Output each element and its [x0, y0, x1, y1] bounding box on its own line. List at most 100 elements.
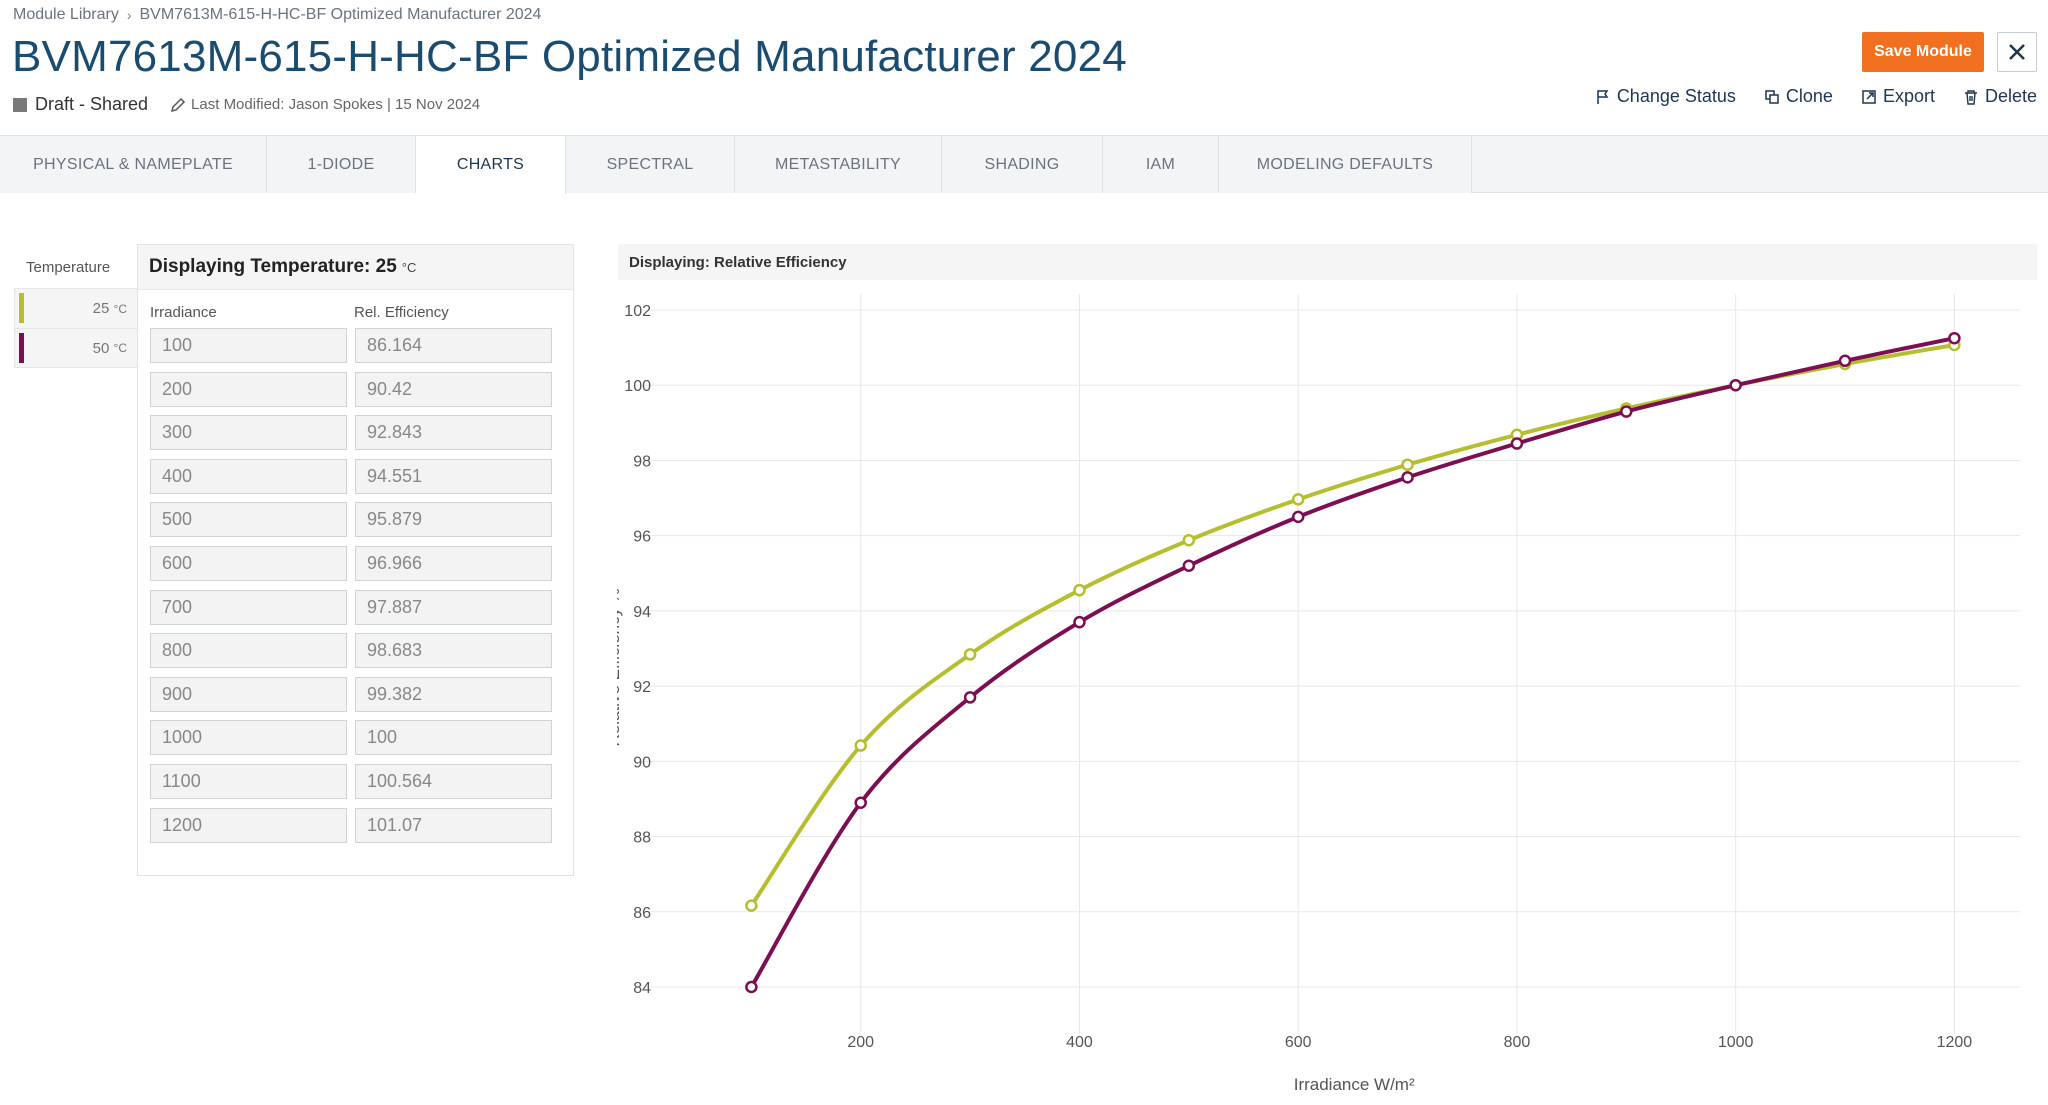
data-point	[745, 980, 758, 994]
tab-shading[interactable]: SHADING	[942, 136, 1103, 193]
y-tick-label: 84	[633, 980, 651, 997]
table-row: 600 96.966	[150, 545, 573, 581]
x-tick-label: 800	[1504, 1034, 1531, 1051]
data-point	[1401, 471, 1414, 484]
irradiance-cell[interactable]: 200	[150, 371, 347, 407]
data-point	[1073, 583, 1086, 597]
data-point	[1729, 378, 1742, 392]
data-point	[745, 899, 758, 912]
status-square-icon	[13, 97, 27, 112]
table-row: 900 99.382	[150, 676, 573, 712]
data-point	[963, 648, 977, 661]
data-point	[1073, 615, 1086, 629]
irradiance-cell[interactable]: 300	[150, 415, 347, 451]
clone-label: Clone	[1785, 86, 1833, 106]
chart-panel: 200 400 600 800 1000 1200 84 86 88 90 92 94 96 98 100 1…	[617, 244, 2037, 1104]
tab-physical-nameplate[interactable]: PHYSICAL & NAMEPLATE	[0, 136, 267, 193]
data-point	[1510, 437, 1524, 450]
irradiance-cell[interactable]: 100	[150, 328, 347, 363]
change-status-label: Change Status	[1616, 86, 1736, 106]
y-tick-label: 92	[633, 679, 651, 696]
series-swatch	[19, 293, 24, 323]
table-row: 1200 101.07	[150, 807, 573, 843]
data-point	[854, 739, 867, 752]
export-button[interactable]: Export	[1861, 86, 1935, 107]
temperature-unit: °C	[113, 301, 127, 316]
efficiency-cell[interactable]: 90.42	[355, 371, 552, 407]
efficiency-cell[interactable]: 86.164	[355, 328, 552, 363]
table-row: 300 92.843	[150, 415, 573, 451]
table-row: 800 98.683	[150, 633, 573, 669]
table-row: 400 94.551	[150, 458, 573, 494]
column-headers: Irradiance Rel. Efficiency	[138, 304, 573, 321]
series-line-1	[749, 336, 1955, 989]
temperature-list: Temperature 25 °C 50 °C	[14, 246, 138, 368]
efficiency-cell[interactable]: 101.07	[355, 807, 552, 843]
export-label: Export	[1882, 86, 1935, 106]
status-badge[interactable]: Draft - Shared	[35, 94, 149, 114]
x-tick-label: 1200	[1937, 1034, 1973, 1051]
data-point	[1401, 458, 1414, 471]
irradiance-cell[interactable]: 400	[150, 458, 347, 494]
table-row: 1000 100	[150, 720, 573, 756]
temperature-unit: °C	[113, 341, 127, 355]
irradiance-cell[interactable]: 900	[150, 676, 347, 712]
tab-spectral[interactable]: SPECTRAL	[566, 136, 735, 193]
irradiance-cell[interactable]: 1200	[150, 807, 347, 843]
delete-button[interactable]: Delete	[1963, 86, 2037, 107]
data-panel-heading: Displaying Temperature: 25 °C	[138, 245, 573, 290]
data-point	[1838, 354, 1852, 368]
save-module-button[interactable]: Save Module	[1862, 32, 1984, 72]
efficiency-cell[interactable]: 95.879	[355, 502, 552, 538]
efficiency-cell[interactable]: 98.683	[355, 633, 552, 669]
tab-iam[interactable]: IAM	[1103, 136, 1219, 193]
change-status-button[interactable]: Change Status	[1595, 86, 1736, 107]
col-irradiance: Irradiance	[150, 304, 217, 321]
y-tick-label: 86	[633, 905, 651, 922]
export-icon	[1862, 89, 1876, 104]
flag-icon	[1597, 89, 1609, 104]
tab-charts[interactable]: CHARTS	[416, 136, 566, 194]
pencil-icon	[171, 97, 186, 112]
efficiency-cell[interactable]: 94.551	[355, 458, 552, 494]
table-row: 200 90.42	[150, 371, 573, 407]
action-bar: Change Status Clone Export Delete	[1595, 86, 2037, 107]
y-tick-label: 100	[624, 378, 651, 395]
panel-heading-text: Displaying Temperature: 25	[149, 256, 397, 277]
x-tick-label: 400	[1066, 1034, 1093, 1051]
breadcrumb-root[interactable]: Module Library	[13, 6, 119, 23]
data-point	[1182, 559, 1196, 573]
data-point	[1182, 533, 1196, 547]
efficiency-cell[interactable]: 97.887	[355, 589, 552, 625]
efficiency-cell[interactable]: 96.966	[355, 545, 552, 581]
y-tick-label: 94	[633, 604, 651, 621]
last-modified: Last Modified: Jason Spokes | 15 Nov 202…	[191, 96, 481, 113]
tab-1-diode[interactable]: 1-DIODE	[267, 136, 416, 193]
temperature-item[interactable]: 50 °C	[14, 328, 138, 368]
data-panel: Displaying Temperature: 25 °C Irradiance …	[137, 244, 574, 876]
x-tick-label: 1000	[1718, 1034, 1754, 1051]
efficiency-cell[interactable]: 92.843	[355, 415, 552, 451]
irradiance-cell[interactable]: 700	[150, 589, 347, 625]
data-rows: 100 86.164 200 90.42 300 92.843 400 94.551 500 95…	[138, 328, 573, 843]
irradiance-cell[interactable]: 800	[150, 633, 347, 669]
data-point	[1948, 331, 1961, 345]
clone-button[interactable]: Clone	[1764, 86, 1833, 107]
irradiance-cell[interactable]: 1100	[150, 763, 347, 799]
y-tick-label: 98	[633, 453, 651, 470]
irradiance-cell[interactable]: 600	[150, 545, 347, 581]
tab-metastability[interactable]: METASTABILITY	[735, 136, 942, 193]
tab-modeling-defaults[interactable]: MODELING DEFAULTS	[1219, 136, 1472, 193]
efficiency-cell[interactable]: 99.382	[355, 676, 552, 712]
efficiency-cell[interactable]: 100.564	[355, 763, 552, 799]
irradiance-cell[interactable]: 500	[150, 502, 347, 538]
delete-label: Delete	[1984, 86, 2037, 106]
breadcrumb-current: BVM7613M-615-H-HC-BF Optimized Manufactu…	[139, 6, 542, 23]
x-axis-label: Irradiance W/m²	[1294, 1075, 1415, 1094]
temperature-item[interactable]: 25 °C	[14, 288, 138, 328]
data-point	[963, 691, 977, 704]
efficiency-cell[interactable]: 100	[355, 720, 552, 756]
irradiance-cell[interactable]: 1000	[150, 720, 347, 756]
col-efficiency: Rel. Efficiency	[354, 304, 449, 321]
close-button[interactable]	[1997, 32, 2037, 72]
